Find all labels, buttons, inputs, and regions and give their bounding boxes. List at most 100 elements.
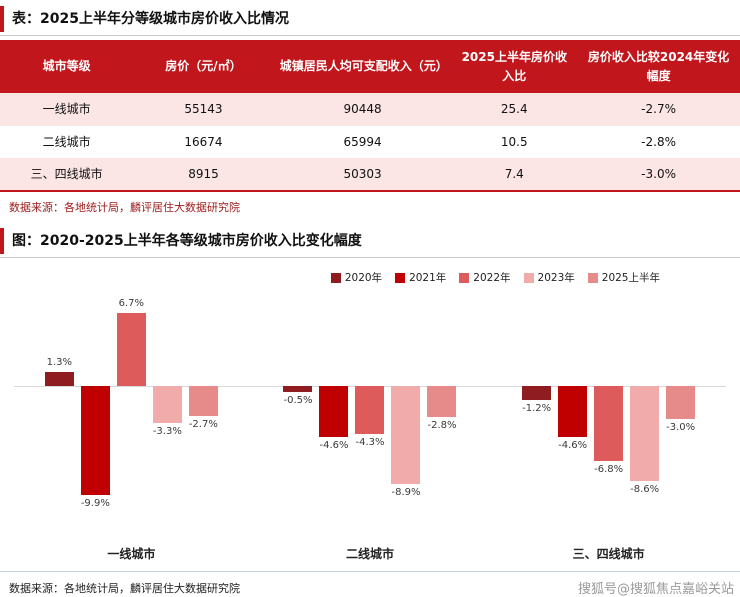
legend-swatch	[459, 272, 470, 283]
column-header: 城镇居民人均可支配收入（元）	[273, 40, 452, 94]
column-header: 城市等级	[0, 40, 134, 94]
legend-item: 2020年	[330, 270, 383, 285]
bar	[594, 386, 624, 462]
bar-slot: -4.6%	[319, 291, 349, 541]
footer: 数据来源：各地统计局，麟评居住大数据研究院 搜狐号@搜狐焦点嘉峪关站	[0, 572, 740, 597]
chart-section: 图：2020-2025上半年各等级城市房价收入比变化幅度 2020年 2021年 2…	[0, 228, 740, 562]
table-cell: 55143	[184, 102, 223, 117]
table-cell: 65994	[343, 134, 382, 149]
bar-slot: -1.2%	[522, 291, 552, 541]
category-label: 一线城市	[107, 547, 156, 562]
column-header: 2025上半年房价收入比	[451, 40, 578, 94]
legend-swatch	[395, 272, 406, 283]
table-cell: 一线城市	[42, 102, 91, 117]
bar-slot: 6.7%	[116, 291, 146, 541]
bar	[666, 386, 696, 420]
table-cell: 25.4	[500, 102, 528, 117]
chart-categories: 一线城市 二线城市 三、四线城市	[0, 545, 740, 562]
bar-slot: -8.9%	[391, 291, 421, 541]
bar	[188, 386, 218, 417]
bar-slot: -3.3%	[153, 291, 182, 541]
bar-slot: -4.6%	[558, 291, 588, 541]
bar	[355, 386, 385, 434]
legend-label: 2023年	[537, 272, 575, 285]
bar	[116, 312, 146, 387]
bar	[283, 386, 313, 392]
column-header: 房价（元/㎡）	[133, 40, 274, 94]
legend-swatch	[587, 272, 598, 283]
bar-value-label: -9.9%	[80, 498, 110, 510]
bar-slot: -3.0%	[666, 291, 696, 541]
legend-label: 2020年	[344, 272, 383, 285]
report-page: 表：2025上半年分等级城市房价收入比情况 城市等级 房价（元/㎡） 城镇居民人…	[0, 6, 740, 597]
table-row: 二线城市 16674 65994 10.5 -2.8%	[0, 125, 740, 158]
category-label: 二线城市	[345, 547, 394, 562]
price-income-table: 城市等级 房价（元/㎡） 城镇居民人均可支配收入（元） 2025上半年房价收入比…	[0, 40, 740, 191]
category-label: 三、四线城市	[572, 547, 645, 562]
bar	[522, 386, 552, 400]
bar-slot: -2.8%	[427, 291, 457, 541]
table-cell: 90448	[343, 102, 382, 117]
bar	[558, 386, 588, 437]
bar-group: -0.5% -4.6% -4.3% -8.9% -2.8%	[281, 291, 459, 541]
bar-value-label: -6.8%	[594, 464, 624, 476]
legend-swatch	[330, 272, 341, 283]
table-row: 一线城市 55143 90448 25.4 -2.7%	[0, 93, 740, 126]
chart-plot: 1.3% -9.9% 6.7% -3.3% -2.7% -0.5% -4.6% -4.3% -8…	[0, 291, 740, 541]
table-row: 三、四线城市 8915 50303 7.4 -3.0%	[0, 157, 740, 191]
chart-legend: 2020年 2021年 2022年 2023年 2025上半年	[0, 258, 740, 291]
table-title: 表：2025上半年分等级城市房价收入比情况	[0, 6, 740, 32]
table-cell: -3.0%	[641, 166, 676, 181]
bar	[80, 386, 110, 496]
bar-value-label: 6.7%	[118, 297, 145, 309]
bar-slot: -0.5%	[283, 291, 313, 541]
bar-group: -1.2% -4.6% -6.8% -8.6% -3.0%	[520, 291, 698, 541]
chart-title: 图：2020-2025上半年各等级城市房价收入比变化幅度	[0, 228, 740, 255]
bar-value-label: -0.5%	[283, 394, 313, 406]
title-divider	[0, 257, 740, 259]
bar-slot: -9.9%	[81, 291, 110, 541]
title-divider	[0, 35, 740, 36]
table-cell: 7.4	[504, 166, 524, 181]
table-cell: -2.7%	[641, 102, 676, 117]
bar-slot: 1.3%	[44, 291, 74, 541]
table-source-note: 数据来源：各地统计局，麟评居住大数据研究院	[9, 201, 240, 215]
bar-slot: -4.3%	[355, 291, 385, 541]
legend-item: 2023年	[523, 270, 575, 285]
bar-value-label: -4.3%	[355, 436, 385, 448]
legend-item: 2022年	[459, 270, 511, 285]
table-bottom-divider	[0, 190, 740, 193]
legend-item: 2025上半年	[587, 270, 660, 285]
bar-value-label: -3.3%	[152, 425, 182, 437]
bar-value-label: -3.0%	[666, 422, 696, 434]
bar-value-label: -4.6%	[558, 439, 588, 451]
table-cell: 二线城市	[42, 134, 91, 149]
legend-item: 2021年	[395, 270, 446, 285]
table-cell: 三、四线城市	[30, 166, 103, 181]
watermark-text: 搜狐号@搜狐焦点嘉峪关站	[577, 582, 734, 597]
table-header-row: 城市等级 房价（元/㎡） 城镇居民人均可支配收入（元） 2025上半年房价收入比…	[0, 40, 740, 94]
bar-slot: -6.8%	[594, 291, 624, 541]
table-cell: 50303	[343, 166, 382, 181]
footer-divider	[0, 571, 740, 573]
legend-label: 2025上半年	[601, 272, 660, 285]
bar-value-label: -4.6%	[319, 439, 349, 451]
bar	[391, 386, 421, 485]
table-cell: 8915	[188, 166, 219, 181]
bar-value-label: -1.2%	[522, 402, 552, 414]
chart-source-note: 数据来源：各地统计局，麟评居住大数据研究院	[9, 581, 240, 595]
bar	[427, 386, 457, 418]
bar-slot: -8.6%	[630, 291, 660, 541]
bar-value-label: -8.6%	[630, 483, 660, 495]
table-section: 表：2025上半年分等级城市房价收入比情况 城市等级 房价（元/㎡） 城镇居民人…	[0, 6, 740, 222]
bar-value-label: -8.9%	[391, 487, 421, 499]
bar	[44, 372, 74, 387]
table-cell: 16674	[184, 134, 223, 149]
bar-group: 1.3% -9.9% 6.7% -3.3% -2.7%	[42, 291, 220, 541]
bar	[152, 386, 182, 423]
legend-swatch	[523, 272, 534, 283]
bar-value-label: -2.7%	[188, 419, 218, 431]
bar-slot: -2.7%	[189, 291, 218, 541]
bar	[319, 386, 349, 437]
column-header: 房价收入比较2024年变化幅度	[577, 40, 740, 94]
